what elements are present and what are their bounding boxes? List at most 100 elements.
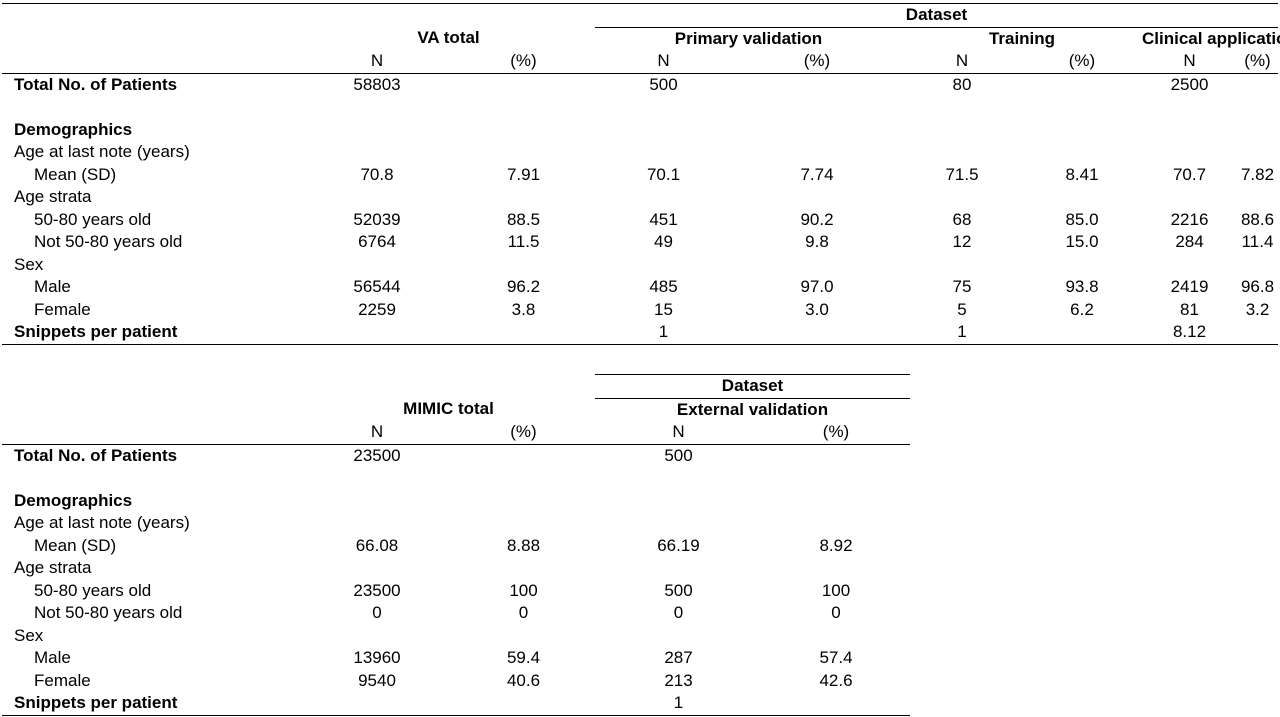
table-row: Age at last note (years) bbox=[2, 512, 910, 535]
cell: 0 bbox=[372, 603, 382, 622]
table-row: Age strata bbox=[2, 186, 1278, 209]
blank-row bbox=[2, 467, 910, 490]
table-row: Female 2259 3.8 15 3.0 5 6.2 81 3.2 bbox=[2, 299, 1278, 322]
cell: 2419 bbox=[1170, 277, 1209, 296]
cell: 88.6 bbox=[1240, 209, 1275, 229]
cell: 23500 bbox=[353, 580, 401, 600]
va-dataset-header: Dataset bbox=[595, 3, 1279, 28]
cell: 500 bbox=[664, 445, 693, 465]
cell: 80 bbox=[952, 74, 972, 94]
cell: 7.74 bbox=[800, 164, 834, 184]
row-label-not-50-80: Not 50-80 years old bbox=[34, 603, 183, 622]
cell: 97.0 bbox=[800, 277, 834, 296]
row-label-age-at-last-note: Age at last note (years) bbox=[14, 513, 190, 532]
primary-validation-header: Primary validation bbox=[674, 28, 823, 48]
table-row: Demographics bbox=[2, 490, 910, 513]
table-row: Not 50-80 years old 0 0 0 0 bbox=[2, 602, 910, 625]
cell: 8.92 bbox=[819, 535, 853, 555]
cell: 451 bbox=[649, 209, 678, 229]
mimic-header-row-groups: MIMIC total External validation bbox=[2, 398, 910, 421]
blank-row bbox=[2, 96, 1278, 119]
cell: 11.5 bbox=[507, 232, 540, 251]
row-label-age-strata: Age strata bbox=[14, 558, 92, 577]
cell: 1 bbox=[902, 321, 1022, 345]
cell bbox=[732, 73, 902, 96]
row-label-sex: Sex bbox=[14, 625, 44, 645]
cell: 0 bbox=[673, 603, 684, 622]
mimic-total-n-header: N bbox=[302, 421, 452, 445]
cell: 75 bbox=[952, 277, 972, 296]
va-header-row-dataset: Dataset bbox=[2, 3, 1279, 28]
cell: 3.2 bbox=[1245, 299, 1270, 319]
primary-validation-n-header: N bbox=[595, 50, 732, 74]
row-label-mean-sd: Mean (SD) bbox=[34, 535, 117, 555]
cell: 96.8 bbox=[1240, 277, 1275, 296]
table-row: Snippets per patient 1 bbox=[2, 692, 911, 716]
table-row: Demographics bbox=[2, 119, 1278, 142]
row-label-50-80: 50-80 years old bbox=[34, 209, 152, 229]
cell: 59.4 bbox=[506, 648, 541, 667]
cell bbox=[1237, 73, 1278, 96]
cell: 96.2 bbox=[506, 277, 541, 296]
row-label-male: Male bbox=[34, 648, 71, 667]
table-row: Female 9540 40.6 213 42.6 bbox=[2, 670, 910, 693]
table-row: Age strata bbox=[2, 557, 910, 580]
mimic-demographics-table: Dataset MIMIC total External validation … bbox=[2, 374, 911, 716]
cell: 8.12 bbox=[1142, 321, 1237, 345]
cell: 284 bbox=[1175, 232, 1204, 251]
cell: 81 bbox=[1180, 299, 1199, 319]
section-heading-demographics: Demographics bbox=[14, 119, 133, 139]
cell: 40.6 bbox=[506, 670, 541, 690]
cell: 100 bbox=[821, 580, 851, 600]
table-row: 50-80 years old 23500 100 500 100 bbox=[2, 580, 910, 603]
cell: 3.8 bbox=[511, 299, 536, 319]
row-label-50-80: 50-80 years old bbox=[34, 580, 152, 600]
cell: 23500 bbox=[353, 445, 401, 465]
cell: 7.82 bbox=[1240, 164, 1275, 184]
cell: 9540 bbox=[358, 670, 396, 690]
cell bbox=[452, 444, 595, 467]
va-total-pct-header: (%) bbox=[452, 50, 595, 74]
cell: 42.6 bbox=[819, 670, 853, 690]
row-label-male: Male bbox=[34, 277, 71, 296]
cell: 1 bbox=[595, 321, 732, 345]
cell: 90.2 bbox=[800, 209, 834, 229]
cell bbox=[302, 321, 452, 345]
row-label-sex: Sex bbox=[14, 254, 44, 274]
external-validation-n-header: N bbox=[595, 421, 762, 445]
mimic-header-row-units: N (%) N (%) bbox=[2, 421, 911, 445]
cell: 9.8 bbox=[805, 232, 829, 251]
cell: 13960 bbox=[353, 648, 401, 667]
cell: 70.7 bbox=[1172, 164, 1207, 184]
training-pct-header: (%) bbox=[1022, 50, 1142, 74]
cell: 3.0 bbox=[805, 299, 829, 319]
cell: 12 bbox=[952, 232, 972, 251]
cell: 1 bbox=[595, 692, 762, 716]
table-row: Mean (SD) 66.08 8.88 66.19 8.92 bbox=[2, 535, 910, 558]
row-label-female: Female bbox=[34, 670, 91, 690]
va-demographics-table: Dataset VA total Primary validation Trai… bbox=[2, 3, 1280, 345]
primary-validation-pct-header: (%) bbox=[732, 50, 902, 74]
cell: 100 bbox=[509, 580, 538, 600]
cell: 0 bbox=[831, 603, 841, 622]
table-row: Sex bbox=[2, 254, 1278, 277]
table-row: Age at last note (years) bbox=[2, 141, 1278, 164]
row-label-female: Female bbox=[34, 299, 91, 319]
mimic-header-row-dataset: Dataset bbox=[2, 374, 911, 399]
va-header-row-groups: VA total Primary validation Training Cli… bbox=[2, 27, 1280, 50]
clinical-application-pct-header: (%) bbox=[1237, 50, 1279, 74]
cell: 57.4 bbox=[819, 648, 853, 667]
mimic-total-header: MIMIC total bbox=[403, 399, 494, 419]
cell: 7.91 bbox=[506, 164, 541, 184]
table-row: Male 13960 59.4 287 57.4 bbox=[2, 647, 910, 670]
cell: 88.5 bbox=[506, 209, 541, 229]
training-header: Training bbox=[988, 28, 1056, 48]
table-row: Snippets per patient 1 1 8.12 bbox=[2, 321, 1279, 345]
cell bbox=[452, 73, 595, 96]
cell bbox=[1237, 321, 1279, 345]
row-label-age-strata: Age strata bbox=[14, 187, 92, 206]
cell: 66.08 bbox=[355, 535, 399, 555]
row-label-snippets: Snippets per patient bbox=[2, 692, 302, 716]
cell: 15.0 bbox=[1065, 232, 1099, 251]
cell bbox=[762, 692, 911, 716]
